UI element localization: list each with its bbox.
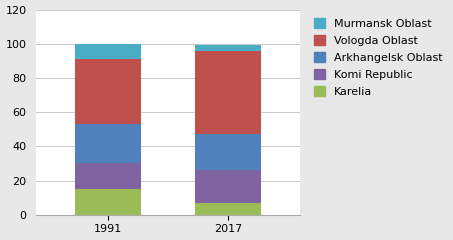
Bar: [75, 44, 141, 59]
Bar: [195, 170, 260, 203]
Bar: [75, 59, 141, 124]
Bar: [75, 163, 141, 189]
Bar: [195, 45, 260, 51]
Bar: [195, 51, 260, 134]
Bar: [75, 189, 141, 215]
Bar: [195, 203, 260, 215]
Bar: [195, 134, 260, 170]
Bar: [75, 124, 141, 163]
Legend: Murmansk Oblast, Vologda Oblast, Arkhangelsk Oblast, Komi Republic, Karelia: Murmansk Oblast, Vologda Oblast, Arkhang…: [310, 15, 446, 100]
